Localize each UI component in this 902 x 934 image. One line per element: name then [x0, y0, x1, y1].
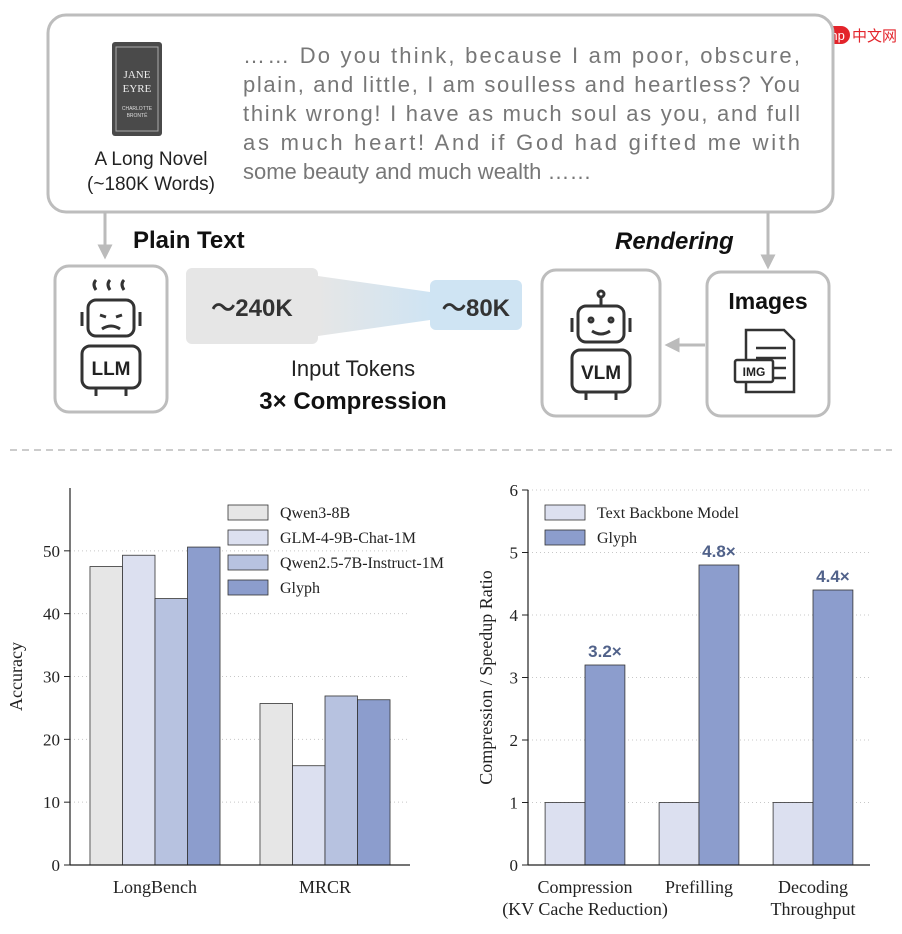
- token-taper: [318, 276, 430, 336]
- legend-swatch: [227, 504, 269, 521]
- book-caption: (~180K Words): [87, 174, 215, 195]
- book-title: EYRE: [123, 83, 152, 95]
- legend-label: Glyph: [280, 580, 320, 597]
- bar: [292, 765, 326, 866]
- legend-label: Qwen2.5-7B-Instruct-1M: [280, 555, 444, 572]
- bar: [89, 566, 123, 866]
- x-tick-label: Compression: [537, 877, 632, 897]
- bar: [357, 699, 391, 866]
- legend-swatch: [227, 554, 269, 571]
- bar: [698, 564, 740, 866]
- x-tick-label: (KV Cache Reduction): [502, 899, 668, 920]
- legend-label: Glyph: [597, 530, 637, 547]
- y-tick-label: 20: [43, 730, 60, 749]
- y-tick-label: 2: [510, 731, 519, 750]
- x-tick-label: MRCR: [299, 877, 351, 897]
- passage-line: as much heart! And if God had gifted me …: [243, 130, 800, 155]
- y-tick-label: 40: [43, 605, 60, 624]
- y-axis-label: Compression / Speedup Ratio: [476, 570, 496, 785]
- bar: [324, 695, 358, 866]
- value-label: 4.8×: [702, 542, 736, 561]
- passage-line: …… Do you think, because I am poor, obsc…: [243, 43, 800, 68]
- y-tick-label: 6: [510, 481, 519, 500]
- plain-text-label: Plain Text: [133, 227, 245, 254]
- legend-swatch: [544, 529, 586, 546]
- y-axis-label: Accuracy: [6, 642, 26, 711]
- llm-label: LLM: [91, 359, 130, 380]
- llm-box: [53, 264, 169, 414]
- bar: [772, 802, 814, 866]
- bar: [122, 554, 156, 866]
- compression-label: 3× Compression: [259, 388, 446, 415]
- value-label: 4.4×: [816, 567, 850, 586]
- passage-box: [46, 13, 835, 214]
- legend-label: GLM-4-9B-Chat-1M: [280, 530, 416, 547]
- tokens-after: ～80K: [442, 295, 511, 322]
- x-tick-label: Decoding: [778, 877, 848, 897]
- y-tick-label: 10: [43, 793, 60, 812]
- vlm-robot: [570, 289, 632, 400]
- images-label: Images: [728, 288, 807, 314]
- vlm-label: VLM: [581, 363, 621, 384]
- legend-swatch: [227, 579, 269, 596]
- bar: [187, 546, 221, 866]
- rendering-label: Rendering: [615, 228, 734, 255]
- document-icon: [733, 328, 796, 394]
- x-tick-label: Throughput: [771, 899, 856, 919]
- bar: [812, 589, 854, 866]
- bar: [544, 802, 586, 866]
- y-tick-label: 4: [510, 606, 519, 625]
- y-tick-label: 1: [510, 794, 519, 813]
- book-caption: A Long Novel: [94, 149, 207, 170]
- legend-label: Text Backbone Model: [597, 505, 740, 522]
- x-tick-label: Prefilling: [665, 877, 733, 897]
- watermark-text: 中文网: [852, 28, 897, 45]
- bar: [154, 598, 188, 866]
- y-tick-label: 30: [43, 668, 60, 687]
- tokens-before: ～240K: [211, 295, 293, 322]
- img-label: IMG: [743, 365, 766, 379]
- y-tick-label: 0: [52, 856, 61, 875]
- y-tick-label: 50: [43, 542, 60, 561]
- value-label: 3.2×: [588, 642, 622, 661]
- passage-line: some beauty and much wealth ……: [243, 159, 592, 184]
- y-tick-label: 0: [510, 856, 519, 875]
- passage-line: plain, and little, I am soulless and hea…: [243, 72, 800, 97]
- bar: [584, 664, 626, 866]
- book-author: BRONTË: [127, 112, 149, 119]
- book-title: JANE: [124, 69, 151, 81]
- legend-swatch: [227, 529, 269, 546]
- book-frame: [115, 46, 159, 132]
- x-tick-label: LongBench: [113, 877, 197, 897]
- legend-swatch: [544, 504, 586, 521]
- book-cover: [112, 42, 162, 136]
- input-tokens: Input Tokens: [291, 356, 415, 381]
- token-box: [430, 280, 522, 330]
- token-box: [186, 268, 318, 344]
- bar: [658, 802, 700, 866]
- bar: [259, 703, 293, 866]
- book-author: CHARLOTTE: [122, 106, 153, 112]
- y-tick-label: 3: [510, 669, 519, 688]
- legend-label: Qwen3-8B: [280, 505, 350, 522]
- y-tick-label: 5: [510, 544, 519, 563]
- llm-robot: [80, 278, 142, 396]
